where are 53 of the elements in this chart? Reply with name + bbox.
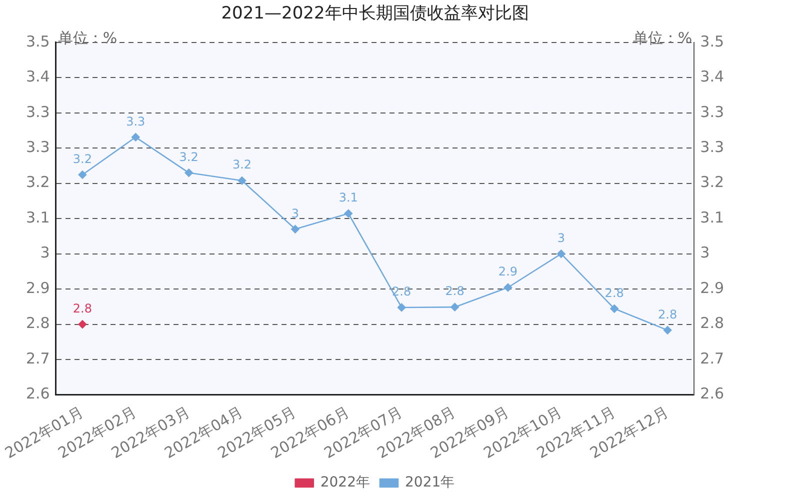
data-label: 2.9 xyxy=(498,264,518,279)
y-tick-label: 3.5 xyxy=(26,32,50,50)
point xyxy=(663,326,672,334)
data-label: 2.8 xyxy=(445,284,464,298)
y2-tick-label: 2.8 xyxy=(700,314,724,332)
y2-tick-label: 2.9 xyxy=(700,278,724,297)
point xyxy=(238,176,246,185)
y-tick-label: 3.3 xyxy=(26,102,50,121)
y2-tick-label: 3.1 xyxy=(700,208,724,226)
legend-label: 2022年 xyxy=(320,474,370,491)
data-label: 3 xyxy=(291,206,300,220)
data-label: 3.2 xyxy=(72,152,92,166)
legend-label: 2021年 xyxy=(405,474,455,491)
point xyxy=(450,302,459,312)
point xyxy=(397,303,406,312)
y-tick-label: 2.6 xyxy=(26,384,50,403)
point xyxy=(504,283,512,292)
y-tick-label: 3.2 xyxy=(26,173,50,192)
y-tick-label: 2.8 xyxy=(26,314,50,332)
point xyxy=(184,168,193,177)
point xyxy=(131,133,140,142)
y-tick-label: 3 xyxy=(40,244,50,262)
data-label: 2.8 xyxy=(72,301,92,316)
data-label: 3.3 xyxy=(126,114,146,128)
y2-tick-label: 3.3 xyxy=(700,102,724,121)
y2-axis-title: 单位：% xyxy=(632,28,692,47)
chart-title: 2021—2022年中长期国债收益率对比图 xyxy=(221,4,529,24)
point xyxy=(291,225,300,234)
y-tick-label: 2.7 xyxy=(26,349,50,368)
data-label: 2.8 xyxy=(604,286,624,300)
y-tick-label: 3.3 xyxy=(26,138,50,156)
point xyxy=(610,304,619,313)
point xyxy=(344,209,353,218)
y2-tick-label: 3.3 xyxy=(700,138,724,156)
y-axis-title: 单位：% xyxy=(58,28,118,47)
data-label: 3.2 xyxy=(232,158,252,172)
y2-tick-label: 3.4 xyxy=(700,68,724,86)
data-label: 2.8 xyxy=(658,307,678,322)
y2-tick-label: 3.2 xyxy=(700,173,724,192)
y-tick-label: 2.9 xyxy=(26,278,50,297)
point xyxy=(557,250,566,258)
y-tick-label: 3.1 xyxy=(26,208,50,226)
y2-tick-label: 2.6 xyxy=(700,384,724,403)
y2-tick-label: 3.5 xyxy=(700,32,724,50)
data-label: 3.1 xyxy=(338,190,358,205)
data-label: 2.8 xyxy=(392,284,412,299)
y2-tick-label: 2.7 xyxy=(700,349,724,368)
data-label: 3 xyxy=(557,230,565,245)
y2-tick-label: 3 xyxy=(700,244,710,262)
y-tick-label: 3.4 xyxy=(26,68,50,86)
data-label: 3.2 xyxy=(179,150,198,164)
point xyxy=(78,320,87,328)
point xyxy=(78,170,87,179)
